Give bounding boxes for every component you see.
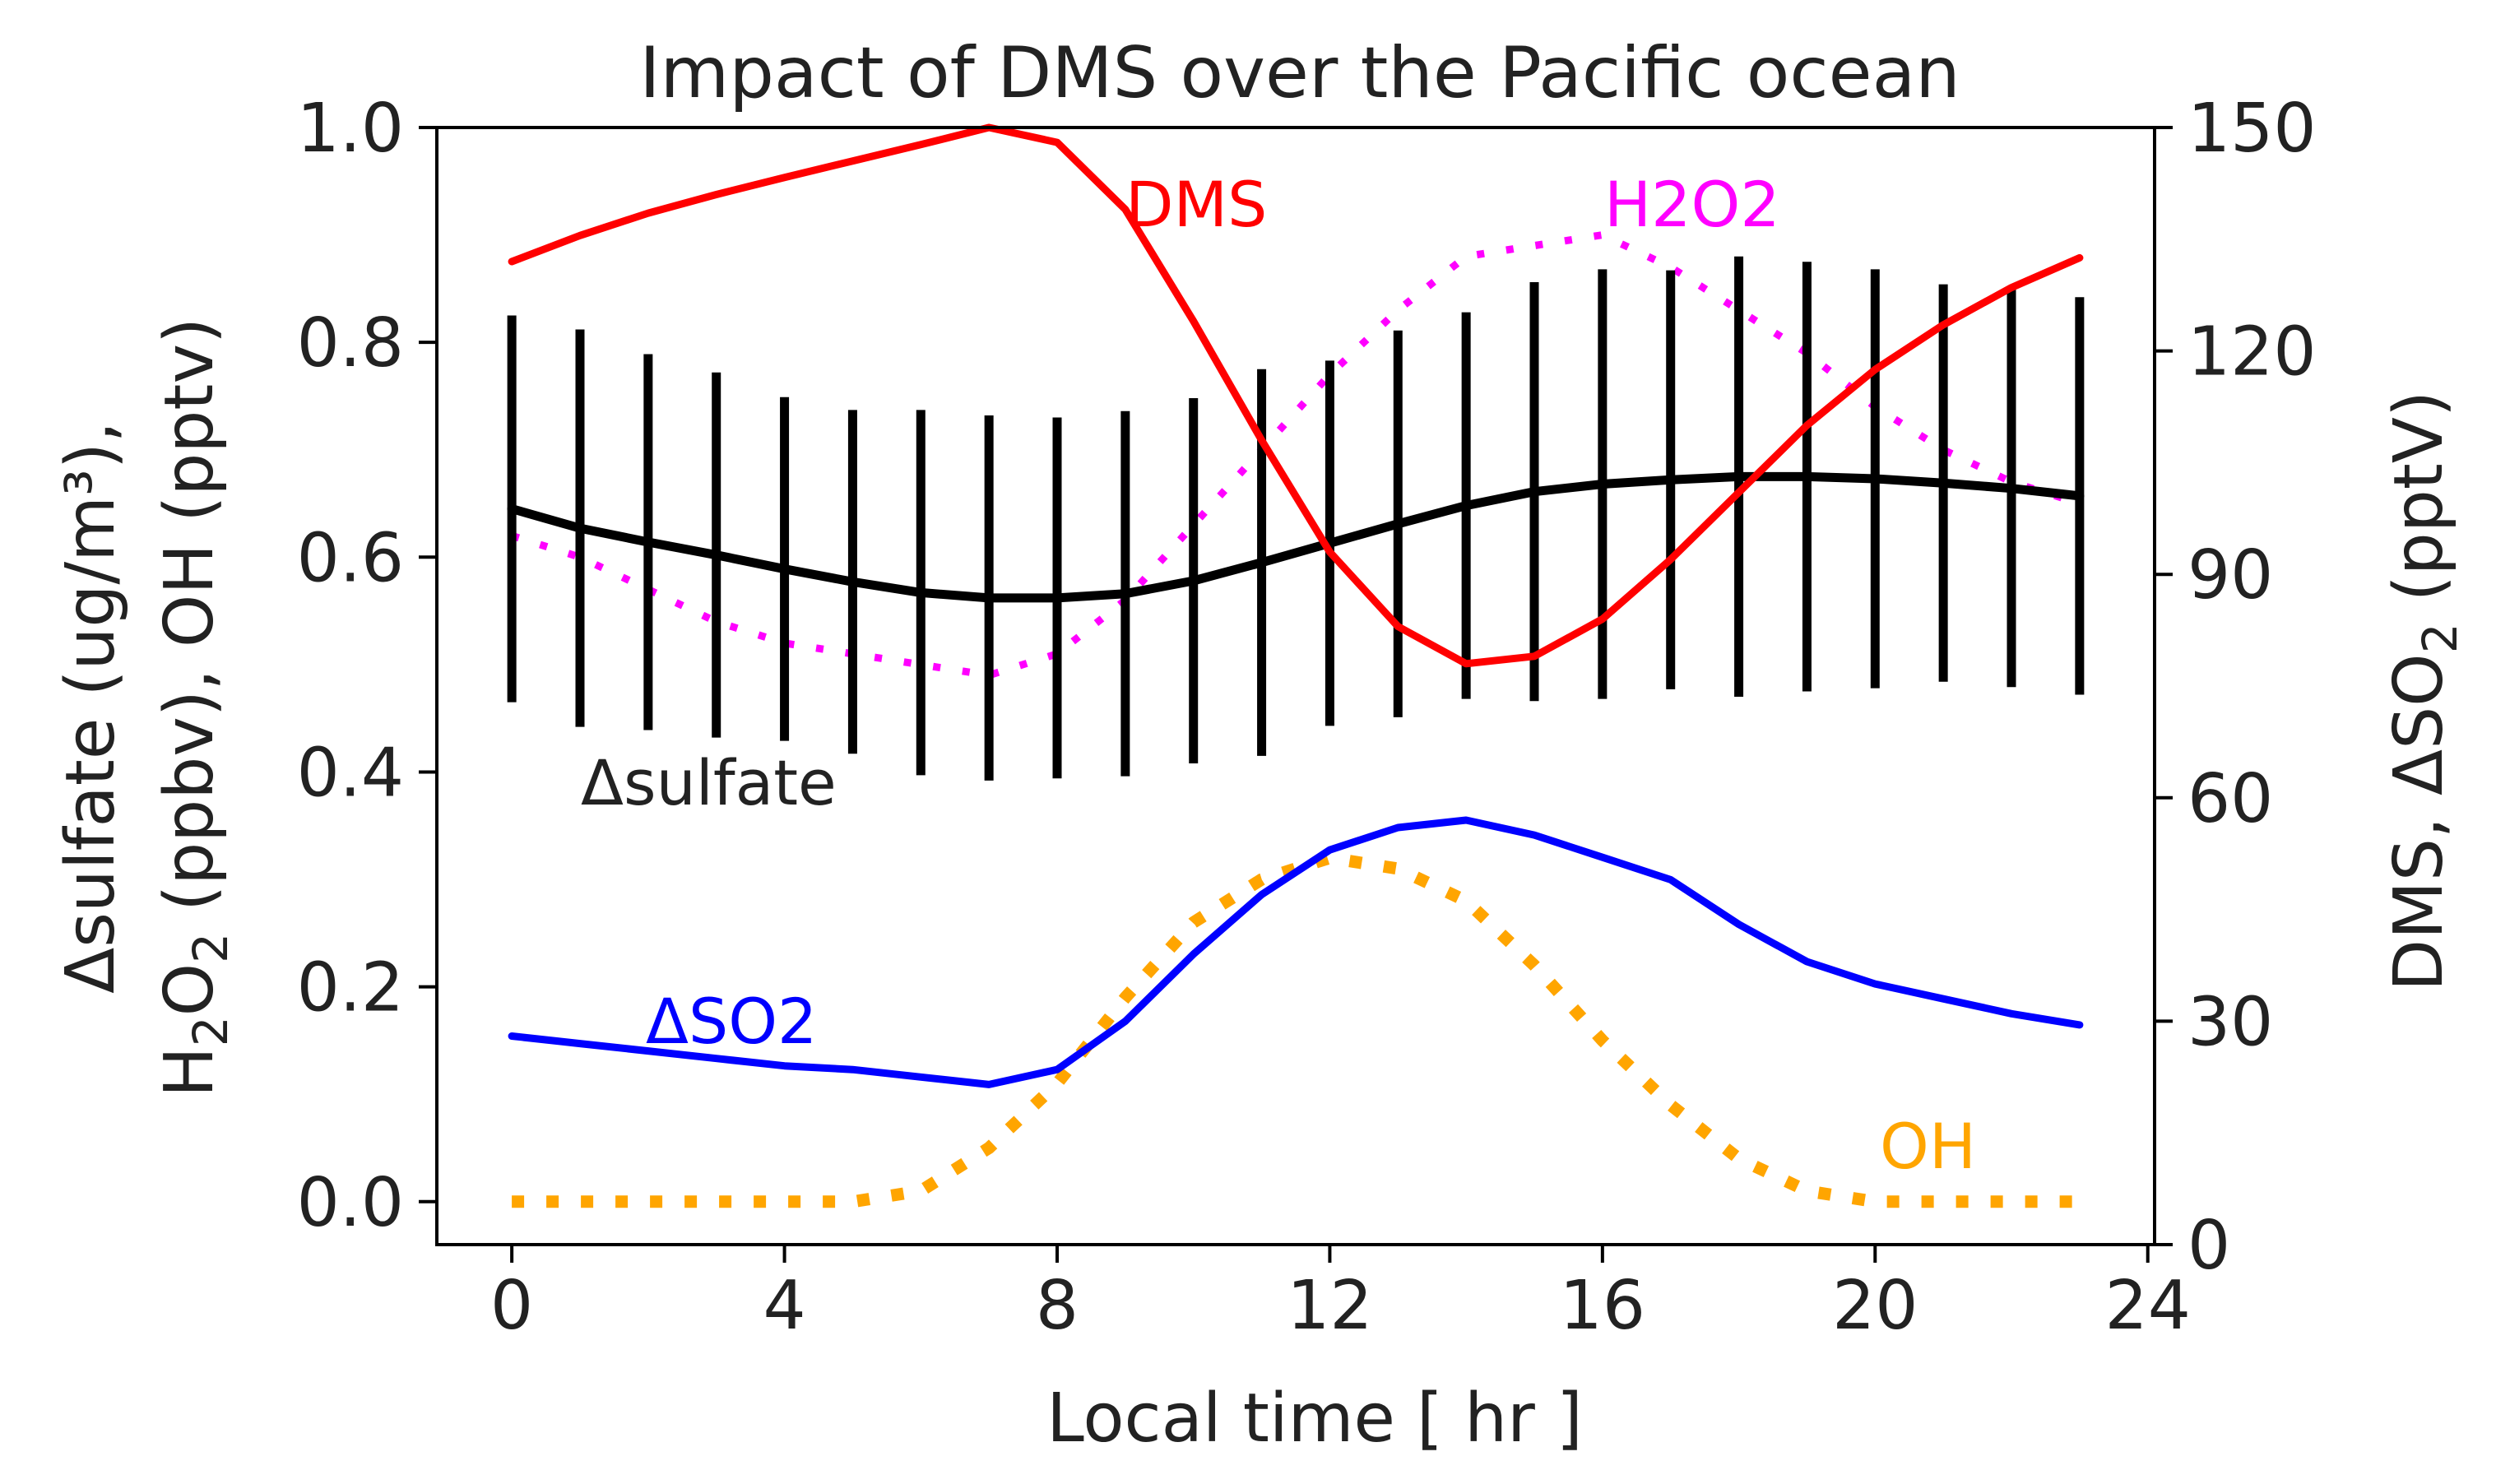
- plot-frame: [435, 126, 2156, 1246]
- h2o2-label: H2O2: [1604, 168, 1780, 241]
- y-axis-right-label: DMS, ΔSO2 (pptV): [2380, 391, 2468, 991]
- x-tick-label: 16: [1560, 1267, 1645, 1345]
- x-tick-label: 12: [1287, 1267, 1372, 1345]
- so2-label: ΔSO2: [646, 985, 817, 1058]
- so2-line: [508, 816, 2084, 1088]
- x-tick-label: 0: [490, 1267, 533, 1345]
- y-left-tick-label: 0.2: [297, 949, 404, 1027]
- x-tick-label: 24: [2105, 1267, 2191, 1345]
- y-left-tick-label: 0.4: [297, 734, 404, 812]
- oh-label: OH: [1880, 1110, 1976, 1183]
- y-left-tick-label: 1.0: [297, 90, 404, 168]
- sulfate-line: [507, 471, 2085, 603]
- y-right-tick-label: 150: [2187, 90, 2317, 168]
- x-axis-label: Local time [ hr ]: [1046, 1380, 1583, 1458]
- y-left-tick-label: 0.6: [297, 519, 404, 597]
- y-right-tick-label: 120: [2187, 313, 2317, 392]
- y-axis-left-label-line1: Δsulfate (ug/m³),: [52, 421, 130, 994]
- plot-marks: [507, 123, 2085, 1208]
- x-tick-label: 4: [763, 1267, 805, 1345]
- y-right-tick-label: 0: [2187, 1207, 2230, 1285]
- y-axis-left-label-line2: H2O2 (ppbv), OH (pptv): [151, 318, 239, 1097]
- x-tick-label: 8: [1036, 1267, 1079, 1345]
- y-right-tick-label: 60: [2187, 760, 2273, 838]
- sulfate-label: Δsulfate: [581, 746, 837, 819]
- chart-title: Impact of DMS over the Pacific ocean: [639, 32, 1960, 114]
- y-right-tick-label: 90: [2187, 536, 2273, 614]
- y-left-tick-label: 0.0: [297, 1164, 404, 1242]
- y-left-tick-label: 0.8: [297, 304, 404, 383]
- dms-line: [508, 123, 2084, 668]
- dms-label: DMS: [1125, 168, 1267, 241]
- y-right-tick-label: 30: [2187, 983, 2273, 1061]
- x-tick-label: 20: [1832, 1267, 1918, 1345]
- axis-ticks: 0 4 8 12 16 20 24 0.0 0.2 0.4 0.6 0.8 1.0 0 30 60 90 120 1…: [297, 90, 2317, 1345]
